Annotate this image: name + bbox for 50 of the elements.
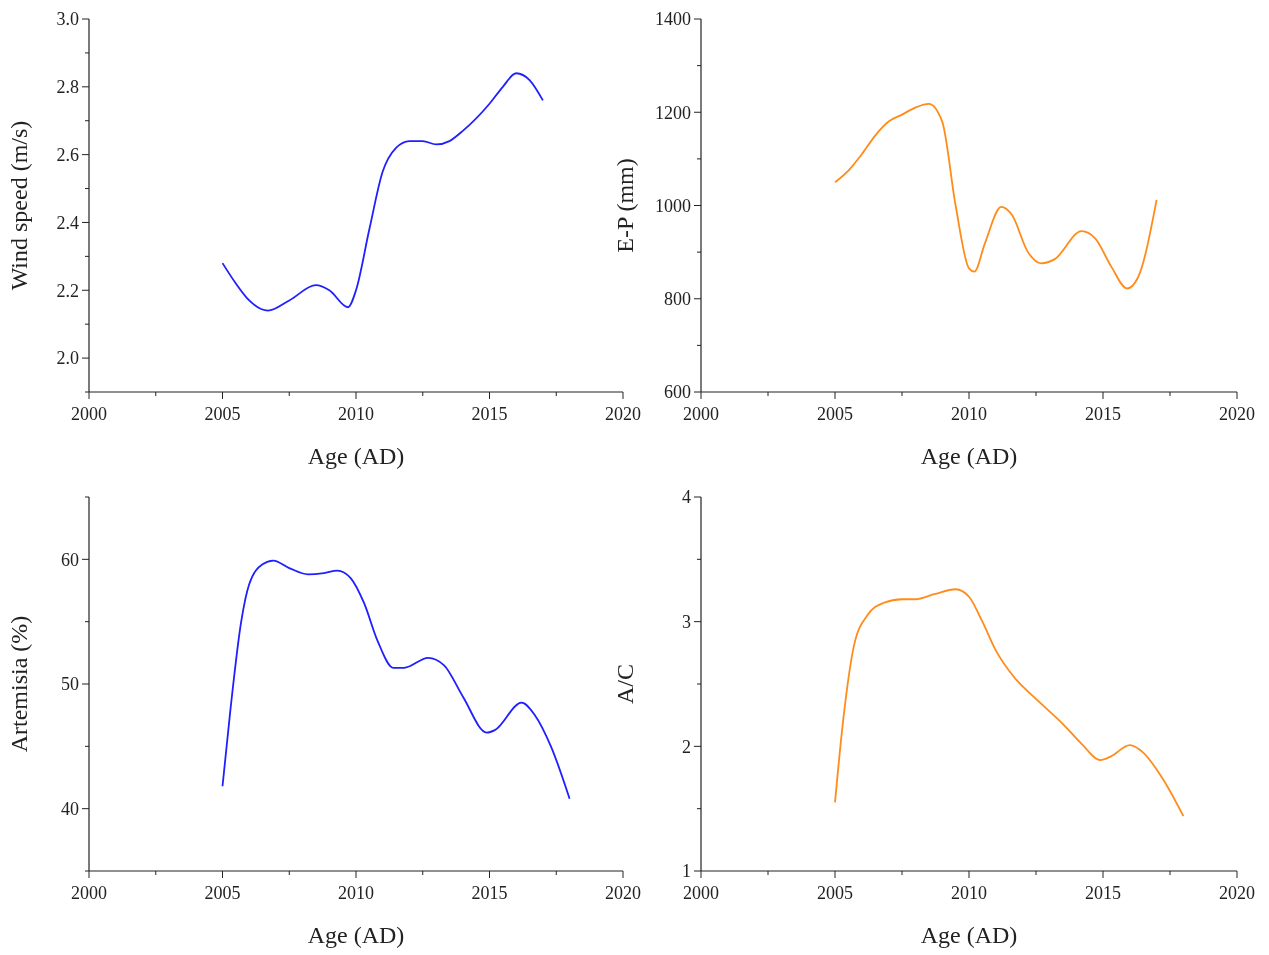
x-axis-title: Age (AD) <box>920 922 1018 948</box>
y-tick-label: 3 <box>682 611 691 632</box>
x-axis-title: Age (AD) <box>920 443 1018 469</box>
y-tick-label: 1 <box>682 861 691 882</box>
x-tick-label: 2010 <box>338 404 374 424</box>
x-tick-label: 2015 <box>471 404 508 424</box>
x-tick-label: 2020 <box>605 404 641 424</box>
y-tick-label: 60 <box>61 549 79 570</box>
y-tick-label: 800 <box>664 289 691 310</box>
x-tick-label: 2020 <box>1219 404 1255 424</box>
y-tick-label: 2.2 <box>56 280 79 301</box>
x-tick-label: 2000 <box>683 883 719 903</box>
y-tick-label: 2 <box>682 736 691 757</box>
x-tick-label: 2000 <box>683 404 719 424</box>
y-tick-label: 4 <box>682 487 691 508</box>
y-tick-label: 3.0 <box>56 9 79 30</box>
x-tick-label: 2000 <box>71 883 107 903</box>
y-tick-label: 50 <box>61 674 79 695</box>
line-series <box>834 102 1158 290</box>
y-tick-label: 2.4 <box>56 212 79 233</box>
x-axis-title: Age (AD) <box>307 443 405 469</box>
y-axis-title: Artemisia (%) <box>6 615 32 753</box>
x-tick-label: 2015 <box>471 883 508 903</box>
x-tick-label: 2015 <box>1085 883 1121 903</box>
y-tick-label: 2.8 <box>56 77 79 98</box>
line-series <box>221 559 571 800</box>
y-axis-title: A/C <box>612 663 638 705</box>
x-tick-label: 2020 <box>605 883 641 903</box>
y-tick-label: 2.6 <box>56 144 79 165</box>
x-tick-label: 2010 <box>951 404 987 424</box>
y-tick-label: 40 <box>61 798 79 819</box>
x-tick-label: 2010 <box>951 883 987 903</box>
x-tick-label: 2000 <box>71 404 107 424</box>
line-series <box>834 588 1185 818</box>
x-tick-label: 2005 <box>817 883 853 903</box>
y-tick-label: 600 <box>664 382 691 403</box>
y-axis-title: E-P (mm) <box>612 158 638 253</box>
x-tick-label: 2010 <box>338 883 374 903</box>
y-tick-label: 1400 <box>655 9 691 30</box>
y-axis-title: Wind speed (m/s) <box>6 120 32 291</box>
x-tick-label: 2005 <box>204 883 241 903</box>
x-axis-title: Age (AD) <box>307 922 405 948</box>
y-tick-label: 1200 <box>655 102 691 123</box>
y-tick-label: 1000 <box>655 195 691 216</box>
x-tick-label: 2005 <box>204 404 241 424</box>
line-series <box>221 72 544 312</box>
x-tick-label: 2015 <box>1085 404 1121 424</box>
y-tick-label: 2.0 <box>56 348 79 369</box>
x-tick-label: 2020 <box>1219 883 1255 903</box>
x-tick-label: 2005 <box>817 404 853 424</box>
